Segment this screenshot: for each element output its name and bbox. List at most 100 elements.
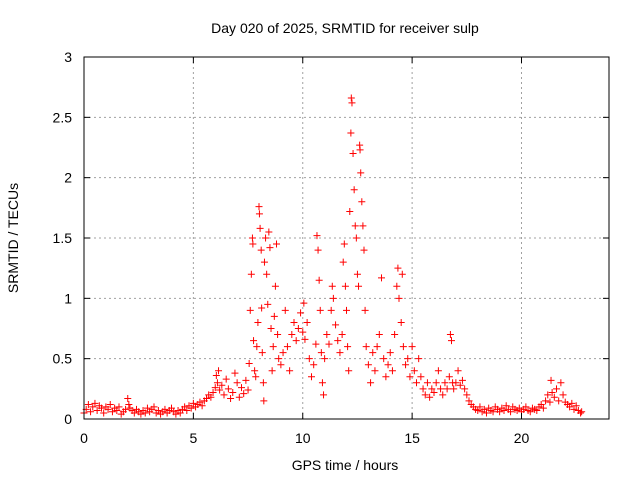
data-point [316, 306, 324, 314]
data-point [553, 385, 560, 393]
data-point [355, 282, 363, 290]
data-point [300, 299, 308, 307]
data-point [450, 385, 458, 393]
data-point [262, 234, 270, 242]
data-point [391, 331, 399, 339]
data-point [483, 409, 490, 417]
data-point [463, 391, 471, 399]
grid-lines [84, 57, 609, 419]
x-tick-label: 10 [295, 430, 311, 446]
data-point [357, 169, 365, 177]
data-point [249, 240, 257, 248]
data-point [323, 331, 331, 339]
data-point [216, 386, 224, 394]
data-point [413, 379, 420, 387]
data-point [452, 379, 460, 387]
data-point [577, 409, 585, 417]
data-point [100, 409, 108, 417]
data-point [441, 379, 449, 387]
data-point [271, 282, 279, 290]
data-point [548, 388, 556, 396]
x-tick-label: 5 [189, 430, 197, 446]
data-point [238, 384, 245, 392]
data-point [275, 355, 283, 363]
data-point [500, 407, 508, 415]
data-point [87, 408, 95, 416]
data-point [465, 397, 473, 405]
data-point [125, 401, 133, 409]
data-point [220, 391, 228, 399]
chart-title: Day 020 of 2025, SRMTID for receiver sul… [211, 20, 479, 36]
data-point [281, 306, 289, 314]
data-point [364, 361, 372, 369]
data-point [310, 361, 318, 369]
data-point [550, 393, 558, 401]
data-point [537, 401, 545, 409]
data-point [356, 146, 364, 154]
data-point [339, 258, 347, 266]
data-point [141, 409, 149, 417]
data-point [250, 337, 258, 345]
data-point [394, 264, 402, 272]
data-point [426, 393, 434, 401]
data-point [566, 403, 574, 411]
y-tick-label: 2 [64, 170, 72, 186]
data-point [502, 402, 510, 410]
data-point [384, 361, 392, 369]
data-point [349, 150, 357, 158]
data-point [240, 390, 248, 398]
data-point [380, 355, 388, 363]
data-point [215, 367, 223, 375]
x-tick-labels: 0 5 10 15 20 [80, 430, 529, 446]
data-point [345, 367, 353, 375]
data-point [294, 325, 302, 332]
data-point [546, 398, 554, 406]
data-point [398, 270, 406, 278]
data-point [402, 361, 410, 369]
data-point [218, 381, 226, 389]
data-point [325, 340, 333, 348]
data-point [256, 224, 264, 232]
x-tick-label: 15 [404, 430, 420, 446]
data-point [458, 376, 466, 384]
data-point [417, 373, 425, 381]
data-point [270, 312, 278, 320]
data-point [89, 403, 97, 411]
data-point [113, 407, 121, 415]
data-point [251, 367, 259, 375]
data-point [303, 318, 311, 326]
data-point [353, 270, 361, 278]
data-point [439, 391, 447, 399]
data-point [259, 379, 267, 387]
data-point [286, 367, 294, 375]
data-point [258, 304, 266, 312]
data-point [397, 318, 405, 326]
data-point [336, 349, 344, 357]
data-point [308, 373, 315, 381]
data-point [421, 391, 429, 399]
data-point [211, 384, 219, 392]
data-point [547, 376, 555, 384]
data-point [233, 379, 241, 387]
data-point [122, 405, 130, 413]
data-point [255, 210, 263, 218]
data-point [351, 222, 359, 230]
data-point [288, 331, 296, 339]
data-point [443, 385, 451, 393]
y-tick-label: 0.5 [53, 351, 73, 367]
data-point [290, 318, 298, 326]
data-point [410, 367, 418, 375]
data-point [375, 331, 383, 339]
data-point [346, 207, 354, 215]
data-point [539, 404, 547, 412]
data-point [124, 394, 132, 402]
data-point [242, 376, 250, 384]
data-point [388, 367, 396, 375]
y-axis-label: SRMTID / TECUs [5, 183, 21, 293]
y-tick-label: 2.5 [53, 109, 73, 125]
data-point [106, 401, 114, 409]
data-point [91, 399, 99, 407]
data-point [245, 359, 253, 367]
data-point [343, 306, 350, 314]
data-point [559, 391, 567, 399]
